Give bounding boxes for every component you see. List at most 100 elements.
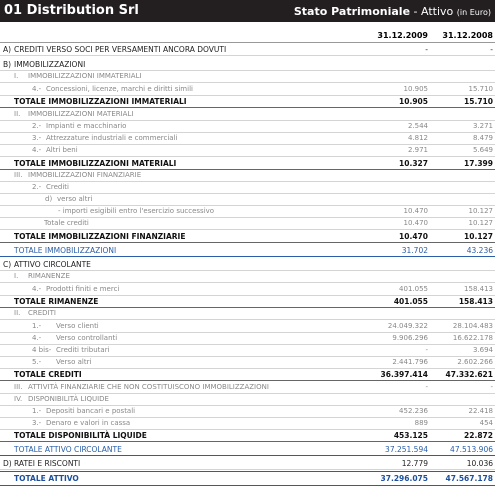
row-label: TOTALE DISPONIBILITÀ LIQUIDE	[14, 431, 147, 440]
row-value: -	[425, 383, 428, 391]
row-code: d)	[45, 195, 53, 203]
row-value: 10.905	[399, 97, 428, 106]
row-label: IMMOBILIZZAZIONI MATERIALI	[28, 110, 134, 118]
table-row: TOTALE RIMANENZE 401.055 158.413	[0, 295, 495, 308]
row-label: Denaro e valori in cassa	[46, 419, 131, 427]
column-header: 31.12.2008	[442, 31, 493, 40]
row-value: 3.694	[472, 346, 493, 354]
row-value: 2.544	[407, 122, 428, 130]
row-value: 15.710	[464, 97, 493, 106]
row-code: II.	[14, 309, 21, 317]
row-code: 5.-	[32, 358, 42, 366]
row-code: 3.-	[32, 419, 42, 427]
table-row: B) IMMOBILIZZAZIONI	[0, 58, 495, 71]
row-value: 2.441.796	[392, 358, 428, 366]
row-value: 10.470	[399, 232, 428, 241]
row-label: TOTALE RIMANENZE	[14, 297, 99, 306]
row-label: Crediti tributari	[56, 346, 110, 354]
row-label: TOTALE ATTIVO	[14, 474, 79, 483]
row-value: -	[425, 346, 428, 354]
table-row: TOTALE IMMOBILIZZAZIONI MATERIALI 10.327 1…	[0, 157, 495, 170]
row-label: IMMOBILIZZAZIONI FINANZIARIE	[28, 171, 142, 179]
row-label: Depositi bancari e postali	[46, 407, 136, 415]
table-row: TOTALE CREDITI 36.397.414 47.332.621	[0, 368, 495, 381]
row-label: Attrezzature industriali e commerciali	[46, 134, 178, 142]
row-value: 10.127	[464, 232, 493, 241]
row-label: ATTIVO CIRCOLANTE	[14, 260, 91, 269]
row-value: 401.055	[399, 285, 428, 293]
row-label: Verso altri	[56, 358, 92, 366]
table-row: II. IMMOBILIZZAZIONI MATERIALI	[0, 108, 495, 121]
title-main: Stato Patrimoniale	[293, 5, 411, 18]
row-value: -	[490, 383, 493, 391]
row-label: RIMANENZE	[28, 272, 70, 280]
table-row: I. IMMOBILIZZAZIONI IMMATERIALI	[0, 70, 495, 83]
table-row: 3.- Attrezzature industriali e commercial…	[0, 132, 495, 145]
row-code: 1.-	[32, 407, 42, 415]
table-row: IV. DISPONIBILITÀ LIQUIDE	[0, 393, 495, 406]
row-code: 3.-	[32, 134, 42, 142]
table-row: C) ATTIVO CIRCOLANTE	[0, 258, 495, 271]
row-value: -	[425, 45, 428, 54]
table-row: 4.- Prodotti finiti e merci 401.055 158.413	[0, 283, 495, 296]
row-label: verso altri	[57, 195, 93, 203]
row-value: 10.036	[466, 459, 493, 468]
table-row: II. CREDITI	[0, 307, 495, 320]
row-code: IV.	[14, 395, 23, 403]
row-value: 453.125	[393, 431, 428, 440]
row-code: I.	[14, 72, 19, 80]
row-value: 47.332.621	[445, 370, 493, 379]
row-value: 2.971	[407, 146, 428, 154]
row-value: 10.470	[403, 207, 429, 215]
row-code: 4.-	[32, 85, 42, 93]
row-label: TOTALE IMMOBILIZZAZIONI FINANZIARIE	[14, 232, 186, 241]
row-value: 47.567.178	[445, 474, 493, 483]
row-label: Altri beni	[46, 146, 78, 154]
row-label: IMMOBILIZZAZIONI IMMATERIALI	[28, 72, 142, 80]
table-row: 2.- Impianti e macchinario 2.544 3.271	[0, 120, 495, 133]
table-row: 4.- Concessioni, licenze, marchi e diritt…	[0, 83, 495, 96]
row-label: TOTALE ATTIVO CIRCOLANTE	[14, 445, 122, 454]
row-value: 31.702	[401, 246, 428, 255]
rule	[0, 42, 495, 43]
unit: (in Euro)	[456, 8, 491, 17]
row-label: Crediti	[46, 183, 69, 191]
header-bar: 01 Distribution Srl Stato Patrimoniale -…	[0, 0, 495, 22]
title: Stato Patrimoniale - Attivo (in Euro)	[294, 5, 491, 18]
row-value: 5.649	[472, 146, 493, 154]
row-value: 43.236	[466, 246, 493, 255]
table-row: 1.- Depositi bancari e postali 452.236 22.4…	[0, 405, 495, 418]
row-label: CREDITI VERSO SOCI PER VERSAMENTI ANCORA…	[14, 45, 227, 54]
table-row: I. RIMANENZE	[0, 270, 495, 283]
table-row: TOTALE IMMOBILIZZAZIONI 31.702 43.236	[0, 244, 495, 257]
table-row: III. IMMOBILIZZAZIONI FINANZIARIE	[0, 169, 495, 182]
row-value: 37.251.594	[385, 445, 428, 454]
row-value: 10.127	[468, 207, 494, 215]
row-value: -	[490, 45, 493, 54]
row-label: ATTIVITÀ FINANZIARIE CHE NON COSTITUISCO…	[28, 383, 269, 391]
row-value: 3.271	[472, 122, 493, 130]
row-code: 2.-	[32, 183, 42, 191]
table-row: A) CREDITI VERSO SOCI PER VERSAMENTI ANCO…	[0, 43, 495, 56]
row-value: 47.513.906	[450, 445, 493, 454]
row-value: 2.602.266	[457, 358, 493, 366]
row-label: TOTALE IMMOBILIZZAZIONI MATERIALI	[14, 159, 177, 168]
row-value: 37.296.075	[380, 474, 428, 483]
row-value: 28.104.483	[452, 322, 493, 330]
row-value: 452.236	[399, 407, 428, 415]
company: 01 Distribution Srl	[4, 3, 139, 18]
row-value: 401.055	[393, 297, 428, 306]
row-value: 15.710	[468, 85, 494, 93]
row-value: 17.399	[464, 159, 493, 168]
row-code: 4 bis-	[32, 346, 52, 354]
row-code: C)	[3, 260, 12, 269]
row-label: Verso controllanti	[56, 334, 118, 342]
row-value: 36.397.414	[380, 370, 428, 379]
row-label: IMMOBILIZZAZIONI	[14, 60, 86, 69]
table-row: Totale crediti 10.470 10.127	[0, 217, 495, 230]
row-value: 10.127	[468, 219, 494, 227]
row-label: CREDITI	[28, 309, 56, 317]
row-value: 889	[414, 419, 428, 427]
row-code: II.	[14, 110, 21, 118]
